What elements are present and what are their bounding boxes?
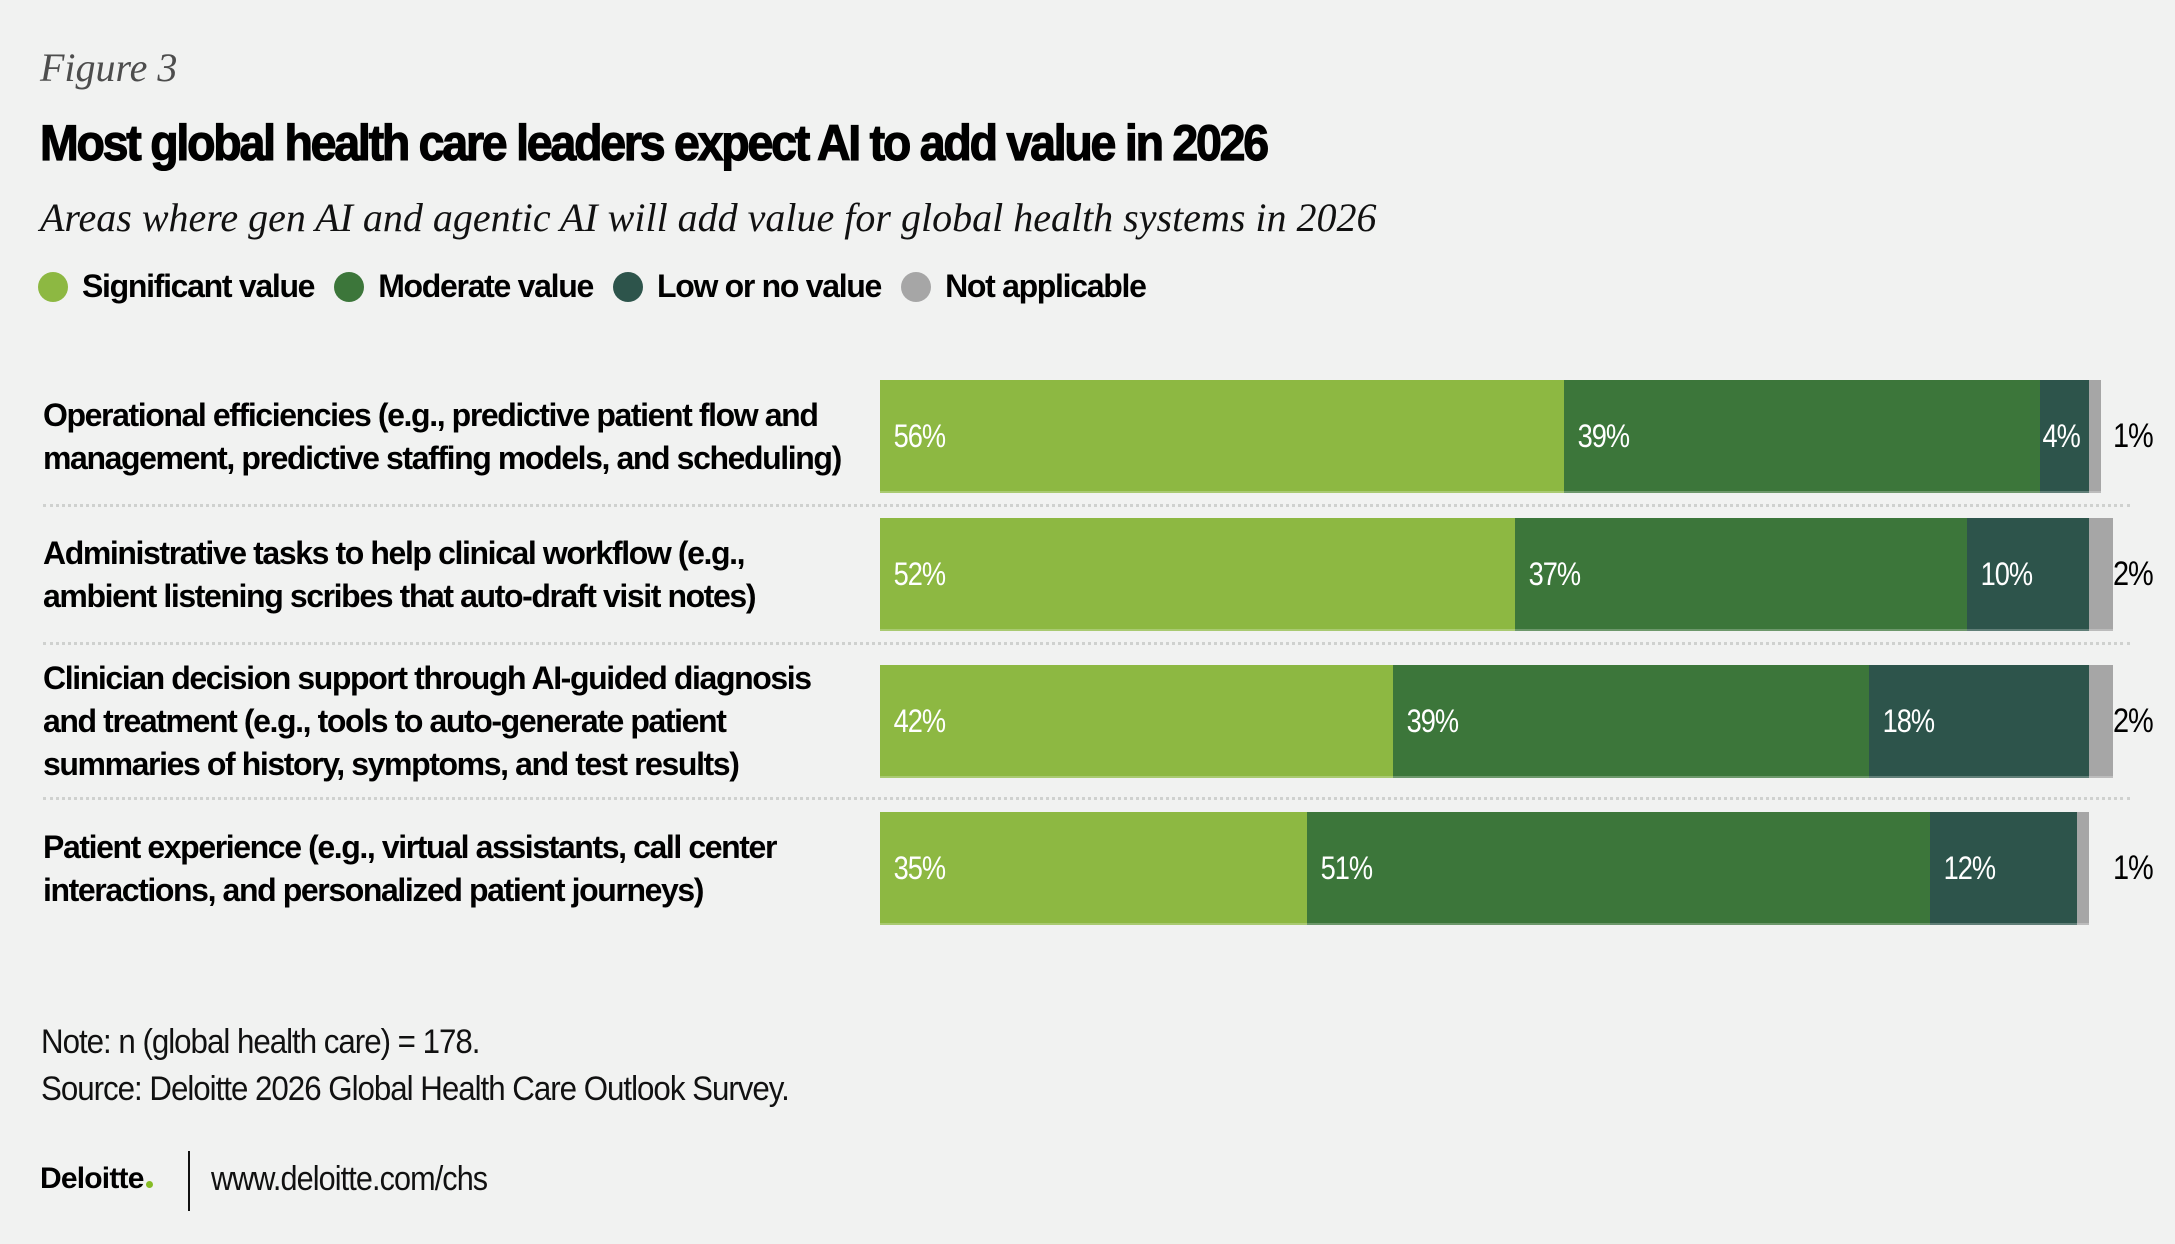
- data-label: 39%: [1577, 418, 1629, 454]
- legend-label: Low or no value: [656, 268, 882, 304]
- category-label-line: interactions, and personalized patient j…: [43, 871, 704, 908]
- bar-segment: 10%: [1966, 518, 2089, 631]
- bar-segment: 42%: [880, 665, 1393, 778]
- legend-swatch-icon: [334, 271, 365, 302]
- legend-item: Significant value: [38, 268, 315, 305]
- data-label: 18%: [1882, 703, 1935, 739]
- data-label: 2%: [2113, 702, 2154, 740]
- note-text: Note: n (global health care) = 178.: [41, 1023, 480, 1061]
- category-label: Operational efficiencies (e.g., predicti…: [43, 380, 873, 493]
- footer-url-link[interactable]: www.deloitte.com/chs: [211, 1160, 488, 1198]
- category-label: Clinician decision support through AI-gu…: [43, 660, 873, 782]
- chart-subtitle: Areas where gen AI and agentic AI will a…: [40, 195, 1377, 240]
- legend-item: Low or no value: [612, 268, 882, 305]
- deloitte-logo: Deloitte: [40, 1162, 153, 1196]
- bar-segment: 52%: [880, 518, 1515, 631]
- bar-segment: 4%: [2039, 380, 2089, 493]
- data-label: 2%: [2113, 555, 2154, 593]
- bar-segment: 56%: [880, 380, 1564, 493]
- footer-divider: [188, 1151, 190, 1211]
- bar-segment: 51%: [1307, 812, 1931, 925]
- row-separator: [43, 642, 2130, 645]
- source-text: Source: Deloitte 2026 Global Health Care…: [41, 1070, 790, 1108]
- data-label: 1%: [2113, 849, 2154, 887]
- data-label: 35%: [893, 850, 946, 886]
- bar-segment: 39%: [1563, 380, 2041, 493]
- legend-item: Not applicable: [901, 268, 1147, 305]
- bar-segment: 12%: [1930, 812, 2077, 925]
- bar-segment: 37%: [1514, 518, 1967, 631]
- category-label: Patient experience (e.g., virtual assist…: [43, 812, 873, 925]
- category-label-line: Operational efficiencies (e.g., predicti…: [43, 396, 819, 433]
- data-label: 42%: [893, 703, 946, 739]
- bar-segment: 35%: [880, 812, 1308, 925]
- legend-label: Not applicable: [945, 268, 1147, 304]
- data-label: 10%: [1980, 556, 2032, 592]
- legend-item: Moderate value: [334, 268, 594, 305]
- legend-swatch-icon: [38, 271, 68, 302]
- logo-dot-icon: [145, 1181, 153, 1188]
- category-label-line: Administrative tasks to help clinical wo…: [43, 534, 746, 571]
- category-label-line: summaries of history, symptoms, and test…: [43, 746, 740, 782]
- bar-segment: 18%: [1869, 665, 2089, 778]
- category-label-line: Clinician decision support through AI-gu…: [43, 660, 812, 696]
- legend-swatch-icon: [612, 271, 643, 302]
- legend: Significant value Moderate value Low or no…: [38, 268, 1166, 305]
- figure-label: Figure 3: [40, 45, 178, 90]
- category-label-line: ambient listening scribes that auto-draf…: [43, 577, 756, 614]
- bar-segment: [2088, 518, 2114, 631]
- category-label-line: management, predictive staffing models, …: [43, 439, 842, 476]
- category-label: Administrative tasks to help clinical wo…: [43, 518, 873, 631]
- bar-segment: [2088, 380, 2102, 493]
- row-separator: [43, 504, 2130, 507]
- bar-segment: [2088, 665, 2114, 778]
- bar-segment: [2076, 812, 2089, 925]
- data-label: 37%: [1528, 556, 1581, 592]
- legend-swatch-icon: [901, 271, 932, 302]
- data-label: 12%: [1943, 850, 1996, 886]
- data-label: 56%: [893, 418, 946, 454]
- row-separator: [43, 797, 2130, 800]
- data-label: 1%: [2113, 417, 2154, 455]
- category-label-line: Patient experience (e.g., virtual assist…: [43, 828, 777, 865]
- data-label: 4%: [2042, 418, 2080, 454]
- chart-title: Most global health care leaders expect A…: [39, 114, 1269, 171]
- category-label-line: and treatment (e.g., tools to auto-gener…: [43, 703, 727, 739]
- logo-text: Deloitte: [40, 1162, 144, 1195]
- legend-label: Moderate value: [378, 268, 594, 304]
- data-label: 39%: [1406, 703, 1458, 739]
- bar-segment: 39%: [1392, 665, 1870, 778]
- data-label: 51%: [1320, 850, 1373, 886]
- data-label: 52%: [893, 556, 946, 592]
- legend-label: Significant value: [82, 268, 315, 304]
